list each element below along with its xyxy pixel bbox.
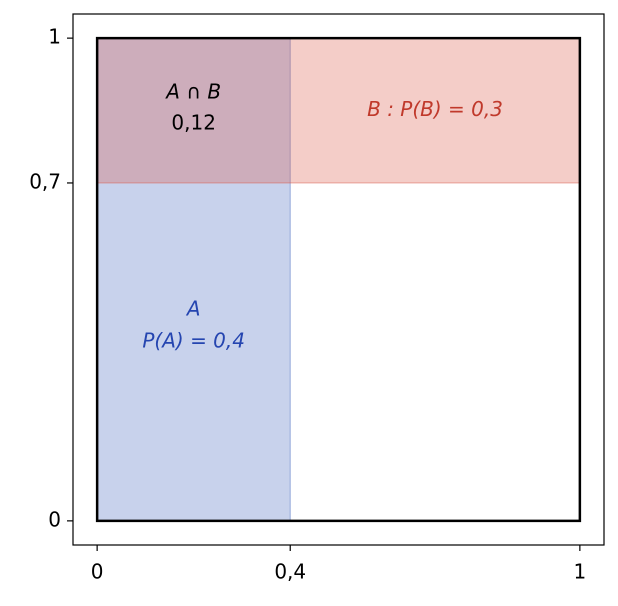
sample-space — [95, 36, 582, 523]
x-tick-label: 0,4 — [274, 560, 306, 584]
event-name: A — [185, 297, 201, 321]
event-area — [96, 37, 581, 184]
intersection-label: 0,12 — [171, 111, 216, 135]
event-name: B : P(B) = 0,3 — [367, 97, 503, 121]
y-tick-label: 0 — [48, 507, 61, 531]
intersection-name: A ∩ B — [164, 80, 221, 104]
y-tick-label: 1 — [48, 25, 61, 49]
plot-frame — [72, 13, 605, 546]
event-label: P(A) = 0,4 — [142, 329, 245, 353]
event-area — [96, 37, 291, 522]
x-tick-label: 1 — [573, 560, 586, 584]
y-tick-label: 0,7 — [29, 169, 61, 193]
x-tick-label: 0 — [91, 560, 104, 584]
